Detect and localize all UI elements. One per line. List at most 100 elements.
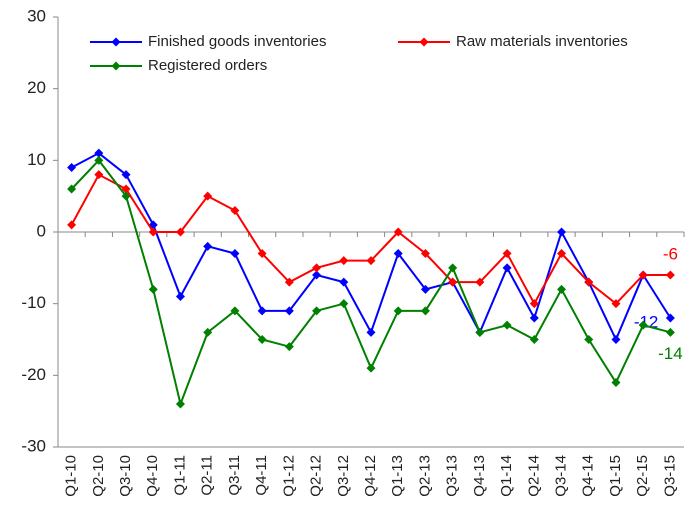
x-tick-label: Q2-12 <box>308 455 325 497</box>
x-tick-label: Q1-15 <box>607 455 624 497</box>
x-tick-label: Q1-10 <box>63 455 80 497</box>
x-tick-label: Q2-15 <box>634 455 651 497</box>
marker <box>475 277 485 287</box>
marker <box>502 263 512 273</box>
marker <box>148 284 158 294</box>
marker <box>175 227 185 237</box>
legend-marker <box>419 37 429 47</box>
x-tick-label: Q3-10 <box>117 455 134 497</box>
marker <box>312 306 322 316</box>
marker <box>94 155 104 165</box>
marker <box>420 284 430 294</box>
marker <box>339 277 349 287</box>
x-tick-label: Q1-11 <box>171 455 188 496</box>
marker <box>557 227 567 237</box>
legend-marker <box>111 37 121 47</box>
marker <box>393 227 403 237</box>
marker <box>257 335 267 344</box>
legend-marker <box>111 61 121 71</box>
x-tick-label: Q2-13 <box>416 455 433 497</box>
series-line <box>70 173 671 306</box>
series-line <box>71 151 672 342</box>
marker <box>420 249 430 258</box>
marker <box>665 270 675 280</box>
x-tick-label: Q1-12 <box>280 455 297 497</box>
marker <box>584 335 594 344</box>
marker <box>94 170 104 180</box>
marker <box>67 163 77 172</box>
y-tick-label: 30 <box>27 6 46 25</box>
x-tick-label: Q2-11 <box>199 455 216 496</box>
marker <box>284 306 294 316</box>
x-tick-label: Q3-14 <box>552 455 569 497</box>
marker <box>284 277 294 287</box>
marker <box>175 292 185 301</box>
marker <box>203 241 213 251</box>
x-tick-label: Q1-14 <box>498 455 515 497</box>
marker <box>366 327 376 337</box>
x-tick-label: Q2-14 <box>525 455 542 497</box>
legend-label: Raw materials inventories <box>456 33 628 50</box>
data-label: -6 <box>663 244 678 263</box>
marker <box>175 399 185 409</box>
marker <box>230 206 240 215</box>
x-tick-label: Q3-11 <box>226 455 243 496</box>
marker <box>121 191 131 201</box>
marker <box>393 249 403 258</box>
marker <box>420 306 430 316</box>
y-tick-label: 10 <box>27 150 46 169</box>
marker <box>611 378 621 387</box>
marker <box>148 227 158 237</box>
marker <box>94 148 104 158</box>
marker <box>665 313 675 323</box>
marker <box>67 220 77 230</box>
marker <box>257 249 267 258</box>
marker <box>366 363 376 373</box>
data-label: -14 <box>658 344 683 363</box>
marker <box>339 299 349 309</box>
marker <box>67 184 77 194</box>
x-tick-label: Q3-15 <box>661 455 678 497</box>
x-tick-label: Q2-10 <box>90 455 107 497</box>
marker <box>121 184 131 194</box>
marker <box>312 263 322 273</box>
marker <box>502 249 512 258</box>
x-tick-label: Q1-13 <box>389 455 406 497</box>
marker <box>230 306 240 316</box>
x-tick-label: Q4-14 <box>580 455 597 497</box>
marker <box>611 299 621 309</box>
marker <box>312 270 322 280</box>
y-tick-label: 0 <box>37 221 46 240</box>
marker <box>529 313 539 323</box>
marker <box>529 299 539 309</box>
x-tick-label: Q4-11 <box>253 455 270 496</box>
marker <box>257 306 267 316</box>
marker <box>203 191 213 201</box>
marker <box>230 249 240 258</box>
marker <box>502 320 512 330</box>
marker <box>366 256 376 266</box>
marker <box>584 277 594 287</box>
marker <box>121 170 131 180</box>
marker <box>448 263 458 273</box>
y-tick-label: -30 <box>21 436 46 455</box>
y-tick-label: -10 <box>21 293 46 312</box>
x-tick-label: Q3-13 <box>444 455 461 497</box>
marker <box>529 335 539 344</box>
marker <box>638 270 648 280</box>
marker <box>203 327 213 337</box>
x-tick-label: Q4-10 <box>144 455 161 497</box>
marker <box>665 327 675 337</box>
x-tick-label: Q4-12 <box>362 455 379 497</box>
marker <box>393 306 403 316</box>
legend-label: Finished goods inventories <box>148 33 326 50</box>
marker <box>638 320 648 330</box>
y-tick-label: 20 <box>27 78 46 97</box>
marker <box>284 342 294 352</box>
x-tick-label: Q4-13 <box>471 455 488 497</box>
y-tick-label: -20 <box>21 365 46 384</box>
marker <box>557 249 567 258</box>
marker <box>611 335 621 344</box>
marker <box>448 277 458 287</box>
